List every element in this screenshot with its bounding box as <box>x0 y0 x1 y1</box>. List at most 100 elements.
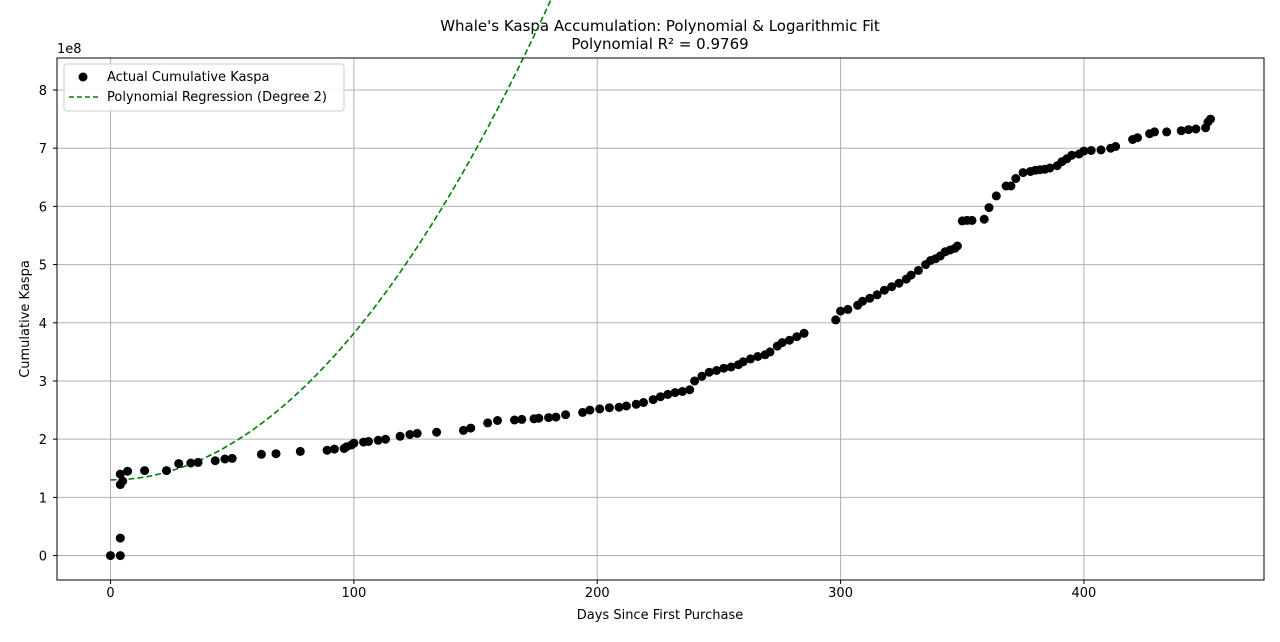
data-point <box>1111 142 1121 151</box>
data-point <box>1096 145 1106 155</box>
data-point <box>894 278 904 288</box>
data-point <box>432 427 442 437</box>
data-point <box>483 418 493 428</box>
data-point <box>712 366 721 375</box>
y-tick-label: 0 <box>39 550 47 565</box>
data-point <box>412 428 422 438</box>
data-point <box>364 437 373 446</box>
chart-title: Whale's Kaspa Accumulation: Polynomial &… <box>440 17 880 35</box>
data-point <box>991 191 1001 201</box>
data-point <box>604 403 614 413</box>
y-tick-label: 3 <box>39 375 47 390</box>
data-point <box>561 410 571 420</box>
y-tick-label: 5 <box>39 259 47 274</box>
data-point <box>585 405 595 415</box>
data-point <box>726 362 736 372</box>
data-point <box>493 416 502 425</box>
data-point <box>227 453 237 463</box>
legend-label-actual: Actual Cumulative Kaspa <box>107 70 269 85</box>
legend-label-polynomial: Polynomial Regression (Degree 2) <box>107 90 327 105</box>
data-point <box>799 328 809 338</box>
legend-scatter-marker <box>78 72 88 82</box>
data-point <box>395 431 405 441</box>
data-point <box>670 388 680 398</box>
data-point <box>785 335 794 345</box>
data-point <box>466 423 476 433</box>
points-layer <box>106 114 1215 561</box>
data-point <box>1018 168 1028 178</box>
data-point <box>115 551 125 561</box>
data-point <box>140 466 150 476</box>
data-point <box>595 404 605 414</box>
data-point <box>162 466 171 476</box>
data-point <box>614 402 624 412</box>
data-point <box>836 306 846 316</box>
data-point <box>373 435 383 445</box>
data-point <box>1086 146 1096 155</box>
data-point <box>578 407 588 417</box>
data-point <box>1150 127 1159 137</box>
y-tick-label: 4 <box>39 317 47 332</box>
data-point <box>381 434 390 444</box>
data-point <box>405 430 415 439</box>
data-point <box>118 476 128 486</box>
data-point <box>1067 150 1077 160</box>
legend: Actual Cumulative Kaspa Polynomial Regre… <box>63 63 345 112</box>
data-point <box>544 413 554 423</box>
data-point <box>349 438 359 448</box>
data-point <box>256 449 266 459</box>
data-point <box>765 347 775 357</box>
data-point <box>777 338 787 348</box>
data-point <box>510 415 519 425</box>
data-point <box>872 290 882 300</box>
data-point <box>322 445 332 455</box>
data-point <box>952 241 962 251</box>
data-point <box>843 304 853 314</box>
data-point <box>115 533 125 543</box>
data-point <box>174 459 184 469</box>
y-tick-label: 2 <box>39 433 47 448</box>
data-point <box>753 352 763 361</box>
data-point <box>186 458 196 468</box>
data-point <box>115 469 125 479</box>
y-tick-label: 6 <box>39 200 47 215</box>
data-point <box>704 367 714 377</box>
data-point <box>865 293 875 303</box>
data-point <box>1079 146 1089 156</box>
data-point <box>738 357 748 367</box>
data-point <box>1011 174 1021 183</box>
data-point <box>210 456 220 466</box>
y-tick-label: 7 <box>39 142 47 157</box>
data-point <box>1191 124 1201 134</box>
data-point <box>858 296 867 306</box>
grid-layer <box>57 58 1264 580</box>
data-point <box>831 315 841 325</box>
data-point <box>551 412 561 422</box>
data-point <box>690 376 700 386</box>
data-point <box>1133 133 1142 143</box>
y-axis-label: Cumulative Kaspa <box>18 260 33 378</box>
data-point <box>329 444 339 454</box>
data-point <box>1206 114 1215 124</box>
data-point <box>979 214 989 224</box>
ticks-layer: 0 100 200 300 400 0 1 2 3 4 5 6 7 8 <box>39 84 1097 601</box>
x-tick-label: 400 <box>1072 586 1097 601</box>
plot-frame <box>56 57 1265 581</box>
data-point <box>1176 126 1186 136</box>
data-point <box>656 392 665 402</box>
data-point <box>1045 163 1055 173</box>
data-point <box>534 413 544 423</box>
data-point <box>639 398 648 407</box>
data-point <box>295 446 305 456</box>
data-point <box>913 265 923 275</box>
x-tick-label: 200 <box>585 586 610 601</box>
data-point <box>719 363 729 373</box>
data-point <box>887 282 897 292</box>
data-point <box>106 551 115 561</box>
data-point <box>677 387 687 396</box>
data-point <box>271 449 281 459</box>
x-tick-label: 100 <box>341 586 366 601</box>
data-point <box>621 401 631 411</box>
data-point <box>1162 127 1172 137</box>
